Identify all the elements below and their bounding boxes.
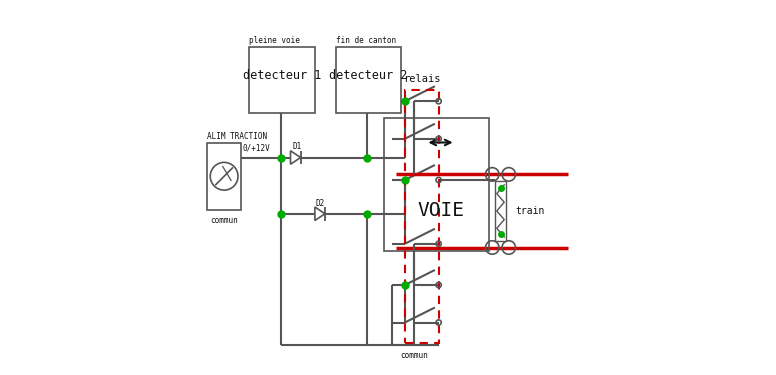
Text: detecteur 2: detecteur 2 xyxy=(329,69,407,82)
Text: commun: commun xyxy=(210,216,238,225)
Text: commun: commun xyxy=(400,351,428,360)
Text: train: train xyxy=(515,206,545,216)
FancyBboxPatch shape xyxy=(249,47,315,112)
Text: D1: D1 xyxy=(293,142,302,151)
Polygon shape xyxy=(290,151,300,164)
Text: ALIM TRACTION: ALIM TRACTION xyxy=(207,132,268,141)
Text: pleine voie: pleine voie xyxy=(249,36,300,45)
Text: D2: D2 xyxy=(316,198,325,207)
Text: 0/+12V: 0/+12V xyxy=(243,144,271,153)
Polygon shape xyxy=(315,207,325,220)
Text: VOIE: VOIE xyxy=(417,201,464,220)
Text: detecteur 1: detecteur 1 xyxy=(243,69,321,82)
Text: relais: relais xyxy=(403,75,441,84)
FancyBboxPatch shape xyxy=(207,142,241,210)
FancyBboxPatch shape xyxy=(495,181,506,241)
Text: fin de canton: fin de canton xyxy=(335,36,396,45)
FancyBboxPatch shape xyxy=(335,47,401,112)
